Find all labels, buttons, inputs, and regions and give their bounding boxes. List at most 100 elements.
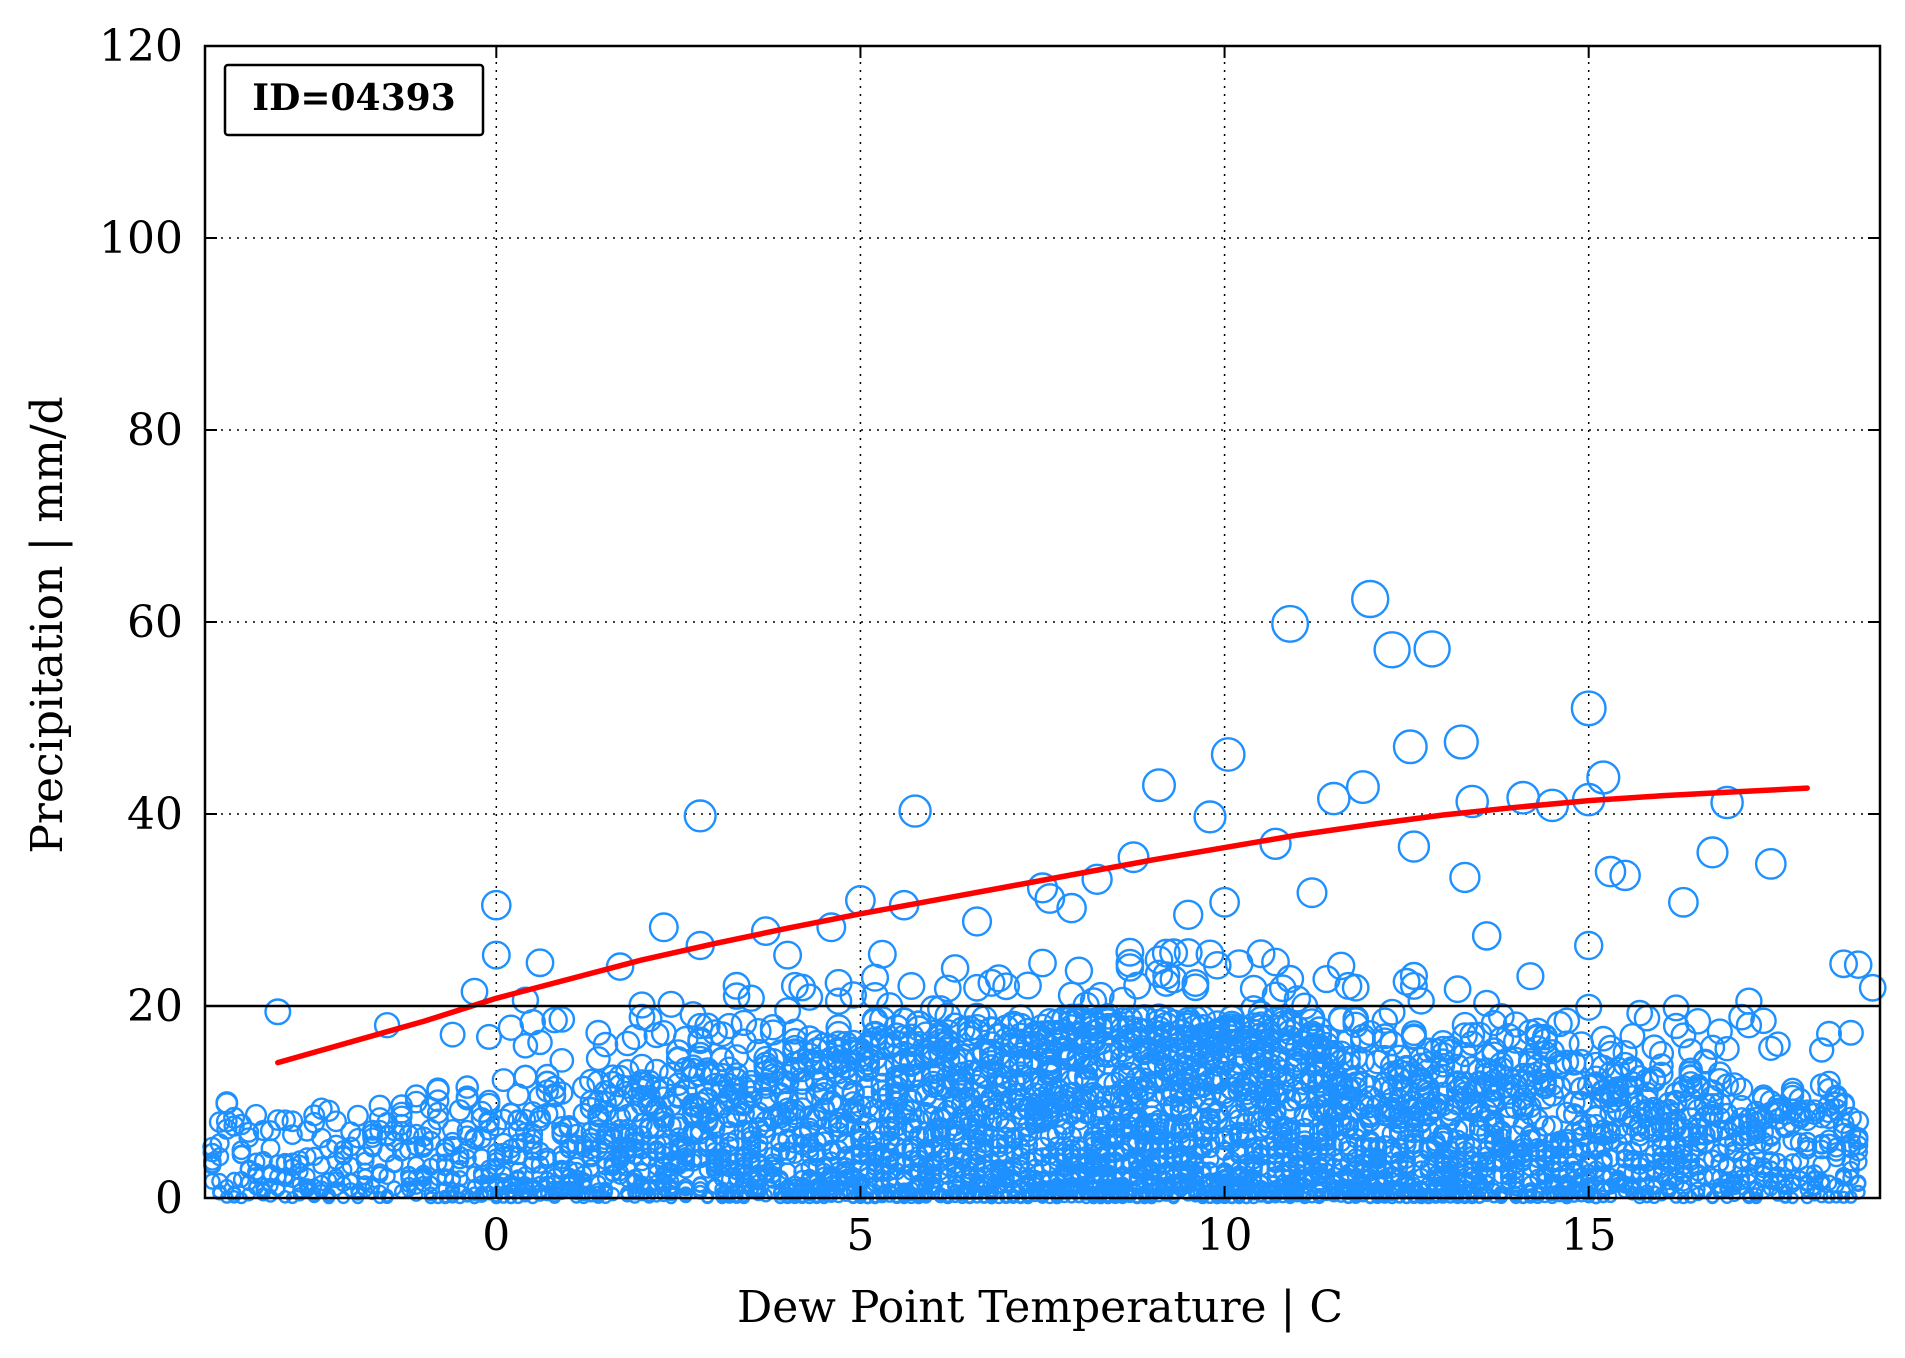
data-point — [413, 1137, 434, 1158]
data-point — [1847, 1127, 1869, 1148]
data-point — [1848, 1135, 1869, 1156]
data-point — [1503, 1046, 1529, 1072]
data-point — [839, 981, 868, 1009]
data-point — [1416, 1076, 1441, 1100]
data-point — [759, 1013, 787, 1041]
data-point — [357, 1175, 374, 1192]
data-point — [951, 1108, 974, 1131]
data-point — [1494, 1188, 1509, 1203]
data-point — [1261, 981, 1290, 1010]
data-point — [1439, 1098, 1462, 1122]
data-point — [716, 1012, 743, 1040]
id-annotation-frame — [223, 63, 485, 137]
data-point — [1341, 973, 1370, 1002]
data-point — [1570, 690, 1607, 727]
data-point — [1538, 1189, 1552, 1204]
data-point — [838, 1187, 854, 1203]
data-point — [750, 1179, 767, 1196]
data-point — [1251, 1143, 1271, 1164]
data-point — [824, 987, 853, 1015]
data-point — [1109, 1007, 1136, 1035]
data-point — [1750, 1007, 1777, 1035]
data-point — [869, 1006, 896, 1033]
data-point — [1206, 1108, 1229, 1131]
data-point — [683, 1149, 703, 1169]
data-point — [572, 1102, 595, 1125]
data-point — [1443, 975, 1472, 1004]
data-point — [210, 1147, 230, 1167]
data-point — [933, 974, 962, 1003]
data-point — [477, 1092, 501, 1116]
data-point — [1807, 1187, 1822, 1202]
data-point — [1612, 1039, 1638, 1066]
data-point — [724, 1062, 749, 1087]
data-point — [1044, 1019, 1071, 1046]
data-point — [1633, 1004, 1661, 1032]
data-point — [1706, 1018, 1733, 1045]
data-point — [1459, 1022, 1486, 1049]
data-point — [1477, 1151, 1497, 1171]
data-point — [605, 1186, 620, 1202]
data-point — [1371, 1023, 1398, 1050]
data-point — [1754, 848, 1787, 880]
data-point — [608, 1088, 632, 1112]
data-point — [592, 1031, 619, 1058]
data-point — [558, 1117, 580, 1139]
data-point — [940, 954, 970, 983]
data-point — [1573, 930, 1604, 961]
data-point — [550, 1081, 574, 1105]
data-point — [860, 963, 890, 992]
data-point — [704, 1117, 726, 1140]
data-point — [666, 1072, 691, 1097]
data-point — [1379, 1030, 1405, 1057]
data-point — [775, 1063, 800, 1089]
data-point — [1487, 1189, 1501, 1204]
data-point — [1081, 863, 1113, 895]
data-point — [1635, 1081, 1659, 1105]
data-point — [1118, 1075, 1142, 1100]
data-point — [1203, 951, 1232, 980]
data-point — [1026, 872, 1059, 904]
x-tick-label: 5 — [846, 1210, 874, 1261]
data-point — [1209, 886, 1241, 918]
data-point — [549, 1048, 575, 1073]
data-point — [1193, 800, 1227, 834]
data-point — [1414, 1188, 1429, 1203]
data-point — [1056, 892, 1087, 924]
y-tick-label: 120 — [99, 21, 183, 72]
data-point — [1832, 1092, 1856, 1116]
data-point — [1235, 1112, 1258, 1135]
y-tick-label: 80 — [127, 405, 183, 456]
data-point — [919, 995, 947, 1023]
data-point — [1516, 962, 1545, 991]
data-point — [404, 1090, 428, 1114]
data-point — [1108, 986, 1137, 1015]
data-point — [1522, 1182, 1539, 1198]
data-point — [1294, 1117, 1316, 1139]
data-point — [281, 1110, 304, 1133]
data-point — [543, 1102, 566, 1125]
data-point — [1668, 886, 1699, 918]
data-point — [1684, 1008, 1712, 1035]
id-annotation-text: ID=04393 — [252, 77, 455, 119]
data-point — [246, 1152, 266, 1172]
data-point — [1670, 1022, 1697, 1049]
data-point — [1297, 1187, 1312, 1202]
data-point — [1858, 973, 1887, 1002]
points-layer — [202, 579, 1887, 1205]
data-point — [325, 1110, 347, 1133]
data-point — [1038, 1090, 1062, 1114]
data-point — [297, 1147, 317, 1167]
data-point — [1455, 784, 1489, 819]
data-point — [974, 1133, 995, 1154]
data-point — [585, 1046, 611, 1072]
data-point — [1326, 951, 1356, 981]
data-point — [409, 1187, 424, 1202]
data-point — [855, 1075, 880, 1099]
data-point — [1690, 1181, 1706, 1197]
data-point — [450, 1150, 470, 1170]
data-point — [1817, 1070, 1841, 1095]
data-point — [1372, 1044, 1398, 1070]
data-point — [898, 794, 932, 828]
